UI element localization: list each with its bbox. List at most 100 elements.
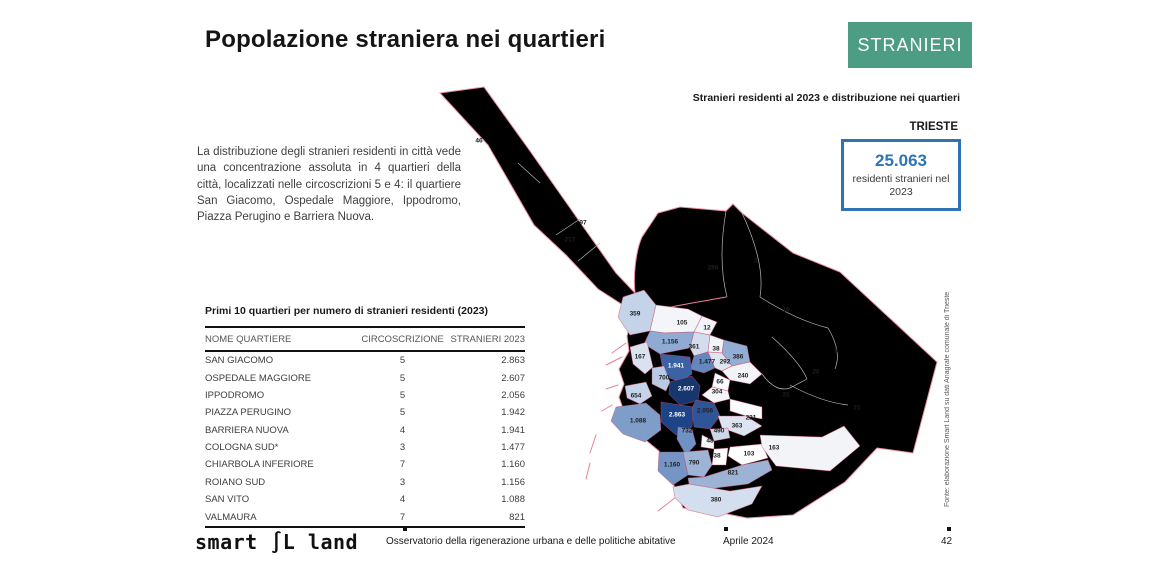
table-cell: ROIANO SUD <box>205 476 266 488</box>
map-region-167 <box>629 341 654 375</box>
map-divider <box>517 162 541 184</box>
table-cell: 3 <box>399 476 406 488</box>
map-divider <box>827 327 838 370</box>
table-body: SAN GIACOMO 5 2.863 OSPEDALE MAGGIORE 5 2.607… <box>205 351 525 528</box>
kpi-box: 25.063 residenti stranieri nel 2023 <box>841 139 961 211</box>
map-region-221 <box>729 398 763 420</box>
table-cell: CHIARBOLA INFERIORE <box>205 459 314 471</box>
table-row: COLOGNA SUD* 3 1.477 <box>205 439 525 456</box>
table-row: ROIANO SUD 3 1.156 <box>205 474 525 491</box>
map-region-732 <box>676 426 697 456</box>
logo-mark-icon: ∫L <box>270 530 296 554</box>
map-divider <box>555 218 581 236</box>
top10-table-section: Primi 10 quartieri per numero di stranie… <box>205 305 525 528</box>
top10-table: NOME QUARTIERE CIRCOSCRIZIONE STRANIERI … <box>205 326 525 528</box>
source-note: Fonte: elaborazione Smart Land su dati A… <box>944 291 951 507</box>
smartland-logo: smart ∫L land <box>195 530 358 554</box>
table-cell: 7 <box>355 508 450 528</box>
map-region-1.160 <box>657 451 689 486</box>
col-header-stranieri: STRANIERI 2023 <box>450 326 525 352</box>
table-cell: 1.942 <box>501 407 525 419</box>
table-row: BARRIERA NUOVA 4 1.941 <box>205 422 525 439</box>
table-cell: 2.607 <box>501 372 525 384</box>
table-cell: OSPEDALE MAGGIORE <box>205 372 312 384</box>
table-cell: 4 <box>399 494 406 506</box>
logo-right: land <box>307 530 359 554</box>
map-region-490 <box>709 427 731 442</box>
trieste-choropleth-map: 46 97 217 286 2 16 5 20 21 31 359 105 12 1.156 361 38 38… <box>430 85 942 523</box>
table-cell: 5 <box>399 407 406 419</box>
map-divider <box>771 336 808 380</box>
map-divider <box>721 210 728 298</box>
table-header-row: NOME QUARTIERE CIRCOSCRIZIONE STRANIERI … <box>205 326 525 352</box>
footer-bullet <box>947 527 951 531</box>
harbour-pier <box>601 404 613 412</box>
map-divider <box>761 373 793 390</box>
table-cell: 821 <box>450 508 525 528</box>
table-cell: 4 <box>399 424 406 436</box>
map-divider <box>741 212 762 298</box>
table-cell: 1.160 <box>501 459 525 471</box>
footer-bullet <box>724 527 728 531</box>
harbour-pier <box>605 356 623 366</box>
table-cell: 1.088 <box>501 494 525 506</box>
south-jetty <box>657 496 677 512</box>
table-cell: 1.477 <box>501 442 525 454</box>
table-cell: SAN VITO <box>205 494 250 506</box>
category-badge: STRANIERI <box>848 22 972 68</box>
map-region-38 <box>711 447 729 466</box>
table-row: CHIARBOLA INFERIORE 7 1.160 <box>205 456 525 473</box>
map-region-304 <box>701 386 731 404</box>
kpi-value: 25.063 <box>875 150 927 170</box>
map-region-2.863 <box>660 401 695 436</box>
table-cell: 1.156 <box>501 476 525 488</box>
table-cell: 2.056 <box>501 389 525 401</box>
harbour-pier <box>611 342 627 354</box>
map-svg <box>438 86 938 519</box>
map-caption: Stranieri residenti al 2023 e distribuzi… <box>692 92 960 104</box>
footer-bullet <box>403 527 407 531</box>
table-cell: 5 <box>399 372 406 384</box>
kpi-caption: residenti stranieri nel 2023 <box>852 172 950 198</box>
map-regions-layer <box>610 289 861 518</box>
breakwater <box>585 462 591 480</box>
map-region-240 <box>721 361 763 385</box>
table-row: SAN VITO 4 1.088 <box>205 491 525 508</box>
logo-left: smart <box>195 530 258 554</box>
map-divider <box>791 378 808 388</box>
table-cell: 1.941 <box>501 424 525 436</box>
map-region-700 <box>651 365 671 392</box>
map-landmass-main <box>618 203 938 519</box>
table-row: IPPODROMO 5 2.056 <box>205 387 525 404</box>
map-region-790 <box>682 449 713 478</box>
page-number: 42 <box>941 536 953 547</box>
table-cell: VALMAURA <box>205 508 355 528</box>
table-row: SAN GIACOMO 5 2.863 <box>205 351 525 369</box>
map-region-380 <box>672 483 763 518</box>
map-region-1.088 <box>610 402 662 443</box>
footer-observatory: Osservatorio della rigenerazione urbana … <box>386 536 676 547</box>
map-region-292 <box>707 351 733 372</box>
footer-date: Aprile 2024 <box>723 536 774 547</box>
map-divider <box>577 242 601 262</box>
col-header-quartiere: NOME QUARTIERE <box>205 326 355 352</box>
table-cell: COLOGNA SUD* <box>205 442 279 454</box>
map-divider <box>759 296 829 329</box>
table-cell: 7 <box>399 459 406 471</box>
table-cell: SAN GIACOMO <box>205 355 274 367</box>
kpi-region-label: TRIESTE <box>909 121 958 133</box>
table-title: Primi 10 quartieri per numero di stranie… <box>205 305 489 317</box>
table-row: PIAZZA PERUGINO 5 1.942 <box>205 404 525 421</box>
table-cell: 5 <box>399 355 406 367</box>
breakwater <box>589 434 597 454</box>
intro-paragraph: La distribuzione degli stranieri residen… <box>197 146 461 224</box>
table-cell: 2.863 <box>501 355 525 367</box>
map-divider <box>789 384 849 406</box>
table-cell: IPPODROMO <box>205 389 265 401</box>
harbour-pier <box>605 384 619 390</box>
table-cell: 3 <box>399 442 406 454</box>
table-cell: 5 <box>399 389 406 401</box>
map-landmass-strip <box>438 86 636 308</box>
table-row: OSPEDALE MAGGIORE 5 2.607 <box>205 369 525 386</box>
